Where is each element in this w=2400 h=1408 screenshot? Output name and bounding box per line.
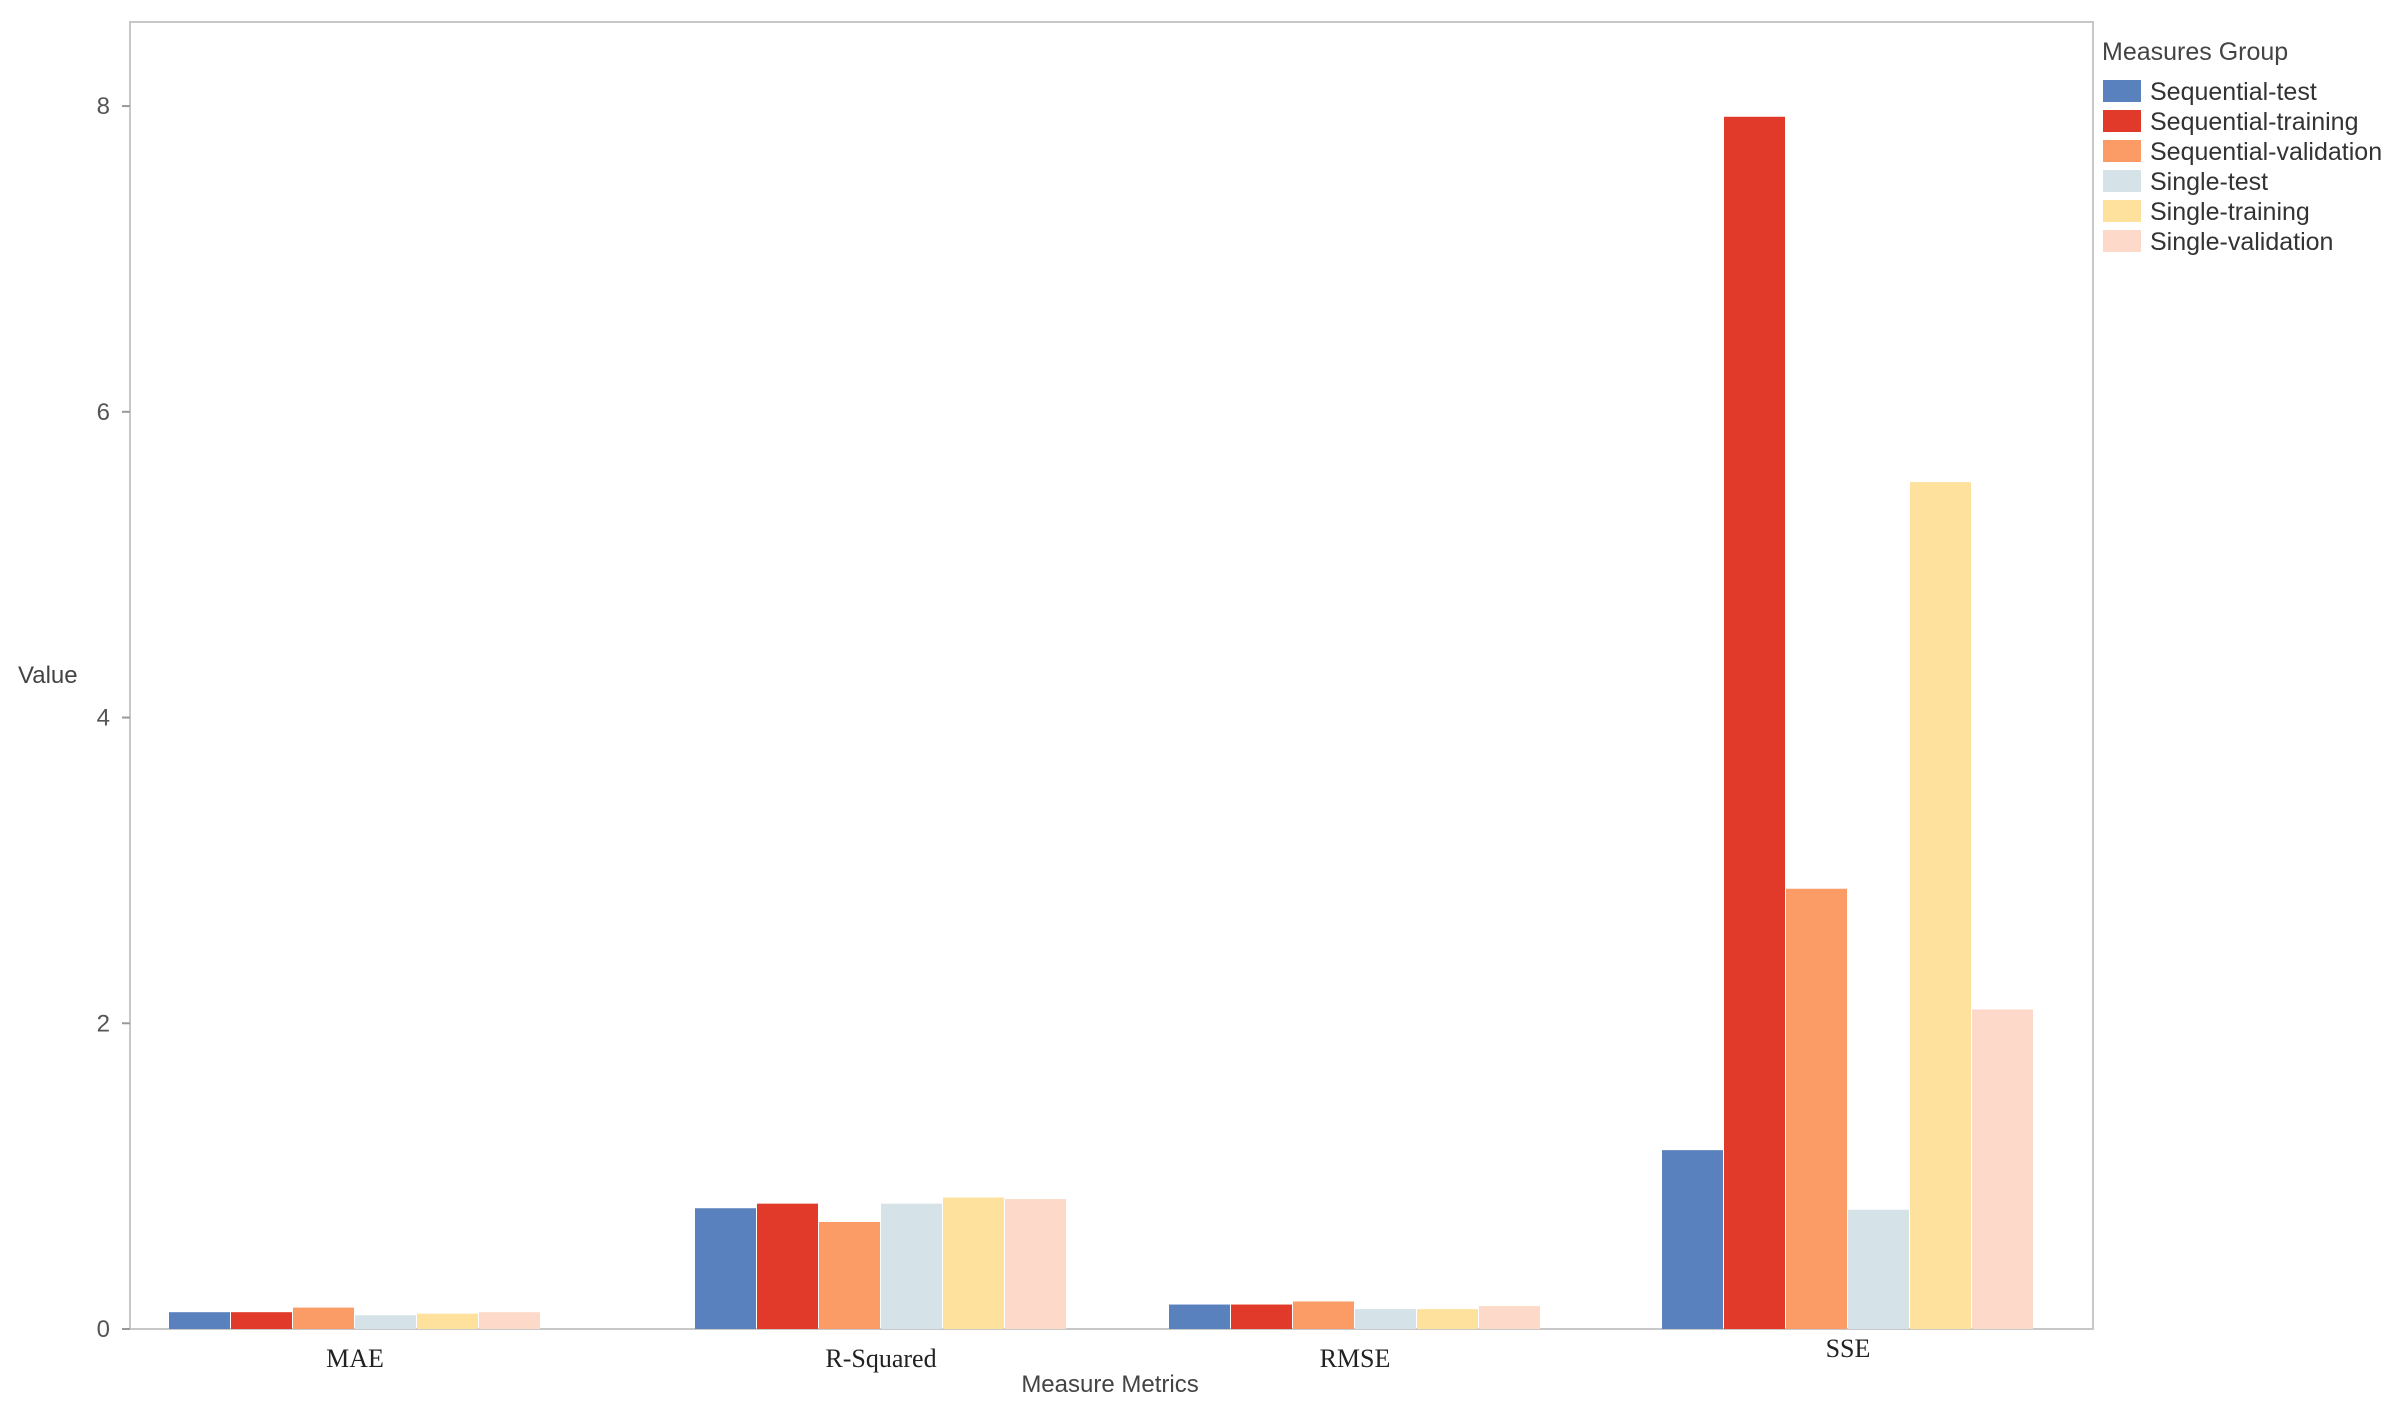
y-tick-label: 4 bbox=[97, 705, 110, 732]
bar-r-squared-single-validation bbox=[1005, 1199, 1066, 1329]
bar-r-squared-sequential-test bbox=[695, 1208, 756, 1329]
y-tick-label: 0 bbox=[97, 1316, 110, 1343]
bar-sse-sequential-validation bbox=[1786, 888, 1847, 1329]
bar-mae-single-training bbox=[417, 1313, 478, 1329]
bar-rmse-single-training bbox=[1417, 1309, 1478, 1329]
legend-swatch bbox=[2103, 80, 2141, 102]
bar-rmse-single-validation bbox=[1479, 1306, 1540, 1329]
legend-swatch bbox=[2103, 140, 2141, 162]
bar-mae-sequential-validation bbox=[293, 1307, 354, 1329]
legend-label: Sequential-training bbox=[2150, 108, 2358, 136]
bar-rmse-single-test bbox=[1355, 1309, 1416, 1329]
bar-sse-single-validation bbox=[1972, 1009, 2033, 1329]
y-axis-ticks: 0 2 4 6 8 bbox=[97, 93, 130, 1343]
bar-rmse-sequential-test bbox=[1169, 1304, 1230, 1329]
legend-label: Sequential-validation bbox=[2150, 138, 2382, 166]
x-axis-title: Measure Metrics bbox=[1021, 1371, 1198, 1398]
bar-rmse-sequential-validation bbox=[1293, 1301, 1354, 1329]
bar-mae-sequential-test bbox=[169, 1312, 230, 1329]
legend-label: Single-training bbox=[2150, 198, 2310, 226]
bar-sse-sequential-training bbox=[1724, 116, 1785, 1329]
bar-r-squared-single-training bbox=[943, 1197, 1004, 1329]
legend-label: Single-validation bbox=[2150, 228, 2333, 256]
bar-rmse-sequential-training bbox=[1231, 1304, 1292, 1329]
bar-r-squared-sequential-validation bbox=[819, 1221, 880, 1329]
x-category-label: MAE bbox=[326, 1344, 384, 1373]
bar-sse-sequential-test bbox=[1662, 1150, 1723, 1329]
bar-r-squared-single-test bbox=[881, 1203, 942, 1329]
bar-mae-single-test bbox=[355, 1315, 416, 1329]
y-tick-label: 8 bbox=[97, 93, 110, 120]
bar-sse-single-test bbox=[1848, 1209, 1909, 1329]
legend-label: Single-test bbox=[2150, 168, 2268, 196]
bar-mae-sequential-training bbox=[231, 1312, 292, 1329]
x-category-label: R-Squared bbox=[825, 1344, 936, 1373]
bars-group bbox=[169, 116, 2033, 1330]
legend-swatch bbox=[2103, 200, 2141, 222]
bar-r-squared-sequential-training bbox=[757, 1203, 818, 1329]
legend-title: Measures Group bbox=[2102, 38, 2288, 66]
bar-sse-single-training bbox=[1910, 482, 1971, 1330]
legend-swatch bbox=[2103, 230, 2141, 252]
y-tick-label: 6 bbox=[97, 399, 110, 426]
legend-swatch bbox=[2103, 170, 2141, 192]
x-axis-category-labels: MAE R-Squared RMSE SSE bbox=[326, 1334, 1870, 1373]
y-axis-title: Value bbox=[18, 662, 78, 689]
legend-label: Sequential-test bbox=[2150, 78, 2317, 106]
legend: Measures Group Sequential-testSequential… bbox=[2102, 38, 2382, 256]
x-category-label: RMSE bbox=[1320, 1344, 1391, 1373]
bar-mae-single-validation bbox=[479, 1312, 540, 1329]
y-tick-label: 2 bbox=[97, 1010, 110, 1037]
legend-swatch bbox=[2103, 110, 2141, 132]
x-category-label: SSE bbox=[1826, 1334, 1871, 1363]
